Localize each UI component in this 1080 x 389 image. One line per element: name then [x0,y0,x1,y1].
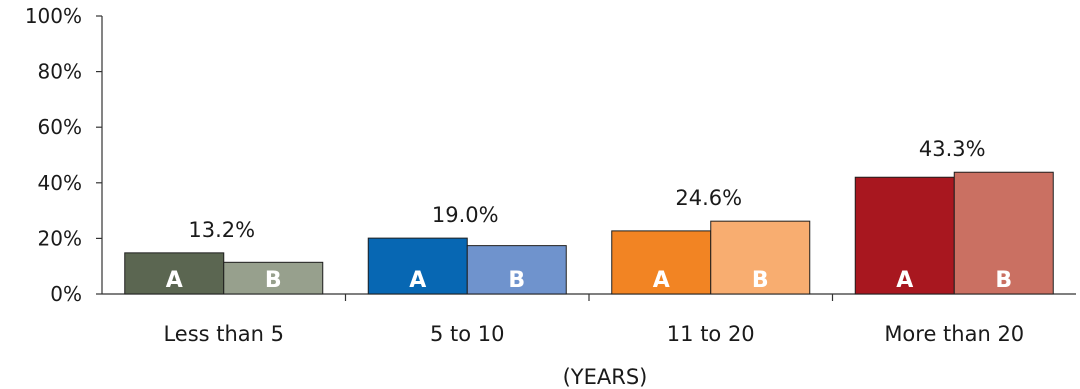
data-label: 19.0% [432,203,499,227]
bar-a [124,252,225,295]
bar-b [953,171,1054,295]
bar-series-label: B [752,268,769,293]
x-tick-label: Less than 5 [163,322,284,346]
x-axis: Less than 5 5 to 10 11 to 20 More than 20 [102,293,1076,346]
y-axis: 0% 20% 40% 60% 80% 100% [25,4,103,306]
bar-a [611,230,712,295]
bar-series-label: B [265,268,282,293]
bar-series-label: B [508,268,525,293]
data-labels: 13.2% 19.0% 24.6% 43.3% [188,137,985,242]
data-label: 43.3% [919,137,986,161]
bar-series-label: A [896,268,913,293]
x-tick-label: More than 20 [884,322,1024,346]
y-tick-label: 20% [38,226,82,250]
y-tick-label: 80% [38,60,82,84]
x-axis-title: (YEARS) [563,365,648,389]
bar-b [710,220,811,295]
y-tick-label: 100% [25,4,82,28]
bar-a [854,176,955,295]
x-tick-label: 11 to 20 [667,322,755,346]
bar-series-label: A [166,268,183,293]
y-tick-label: 40% [38,171,82,195]
bar-series-label: A [653,268,670,293]
bar-b [466,245,567,295]
data-label: 24.6% [675,186,742,210]
data-label: 13.2% [188,218,255,242]
bar-series-label: B [995,268,1012,293]
y-tick-label: 60% [38,115,82,139]
bar-series-label: A [409,268,426,293]
y-tick-label: 0% [50,282,82,306]
bar-b [223,261,324,295]
x-tick-label: 5 to 10 [430,322,505,346]
